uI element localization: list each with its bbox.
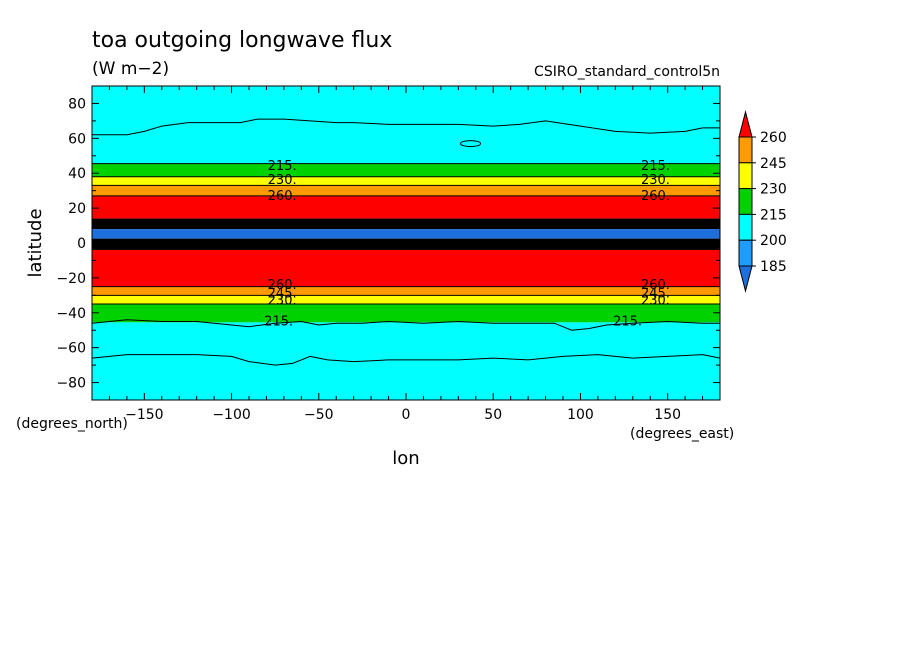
colorbar-segment-4 — [738, 239, 753, 267]
band-10 — [92, 295, 720, 305]
band-12 — [92, 322, 720, 400]
contour-label-9: 215. — [264, 315, 293, 330]
x-units-label: (degrees_east) — [630, 426, 734, 442]
band-4 — [92, 195, 720, 219]
dataset-label: CSIRO_standard_control5n — [534, 64, 720, 80]
contour-labels: 215.230.260.215.230.260.260.245.230.215.… — [264, 159, 670, 329]
x-tick-label: 50 — [484, 407, 502, 423]
y-axis-label: latitude — [25, 208, 46, 277]
contour-label-2: 260. — [268, 189, 297, 204]
x-tick-label: −50 — [304, 407, 334, 423]
y-tick-label: −80 — [56, 376, 86, 392]
band-2 — [92, 176, 720, 186]
contour-label-1: 230. — [268, 173, 297, 188]
y-tick-label: 60 — [68, 131, 86, 147]
band-7 — [92, 238, 720, 250]
y-tick-label: 80 — [68, 96, 86, 112]
band-9 — [92, 286, 720, 296]
chart-title: toa outgoing longwave flux — [92, 28, 392, 53]
contour-200-south — [91, 354, 721, 366]
colorbar-label: 260 — [760, 130, 787, 146]
contour-label-10: 260. — [641, 278, 670, 293]
band-8 — [92, 249, 720, 287]
y-units-label: (degrees_north) — [16, 416, 128, 432]
band-1 — [92, 163, 720, 177]
colorbar-label: 230 — [760, 182, 787, 198]
contour-215-south — [91, 319, 720, 331]
contour-label-0: 215. — [268, 159, 297, 174]
band-3 — [92, 185, 720, 196]
y-tick-label: 40 — [68, 166, 86, 182]
y-tick-label: −40 — [56, 306, 86, 322]
colorbar-label: 245 — [760, 156, 787, 172]
units-label: (W m−2) — [92, 59, 169, 79]
colorbar-extend-bottom — [738, 265, 753, 293]
contour-lines — [91, 118, 721, 366]
contour-label-3: 215. — [641, 159, 670, 174]
contour-200-north — [92, 118, 720, 136]
x-tick-label: 150 — [654, 407, 681, 423]
plot-area — [92, 86, 720, 400]
colorbar-label: 200 — [760, 233, 787, 249]
contour-label-6: 260. — [268, 278, 297, 293]
x-ticks: −150 −100 −50 0 50 100 150 — [91, 86, 721, 423]
colorbar-segment-2 — [738, 188, 753, 215]
band-6 — [92, 229, 720, 239]
x-tick-label: −100 — [212, 407, 250, 423]
colorbar-segment-3 — [738, 213, 753, 241]
y-tick-label: 20 — [68, 201, 86, 217]
contour-label-5: 260. — [641, 189, 670, 204]
colorbar-segment-1 — [738, 162, 753, 190]
colorbar-segment-0 — [738, 136, 753, 164]
y-ticks: 80 60 40 20 0 −20 −40 −60 −80 — [56, 85, 720, 401]
x-axis-label: lon — [392, 448, 419, 469]
colorbar-label: 185 — [760, 259, 787, 275]
band-11 — [92, 304, 720, 323]
x-tick-label: 0 — [402, 407, 411, 423]
contour-label-8: 230. — [268, 294, 297, 309]
band-5 — [92, 218, 720, 230]
y-tick-label: −20 — [56, 271, 86, 287]
colorbar: 260 245 230 215 200 185 — [738, 110, 787, 293]
colorbar-label: 215 — [760, 207, 787, 223]
contour-label-7: 245. — [268, 287, 297, 302]
y-tick-label: −60 — [56, 341, 86, 357]
x-tick-label: 100 — [567, 407, 594, 423]
contour-label-13: 215. — [613, 315, 642, 330]
x-tick-label: −150 — [125, 407, 163, 423]
contour-closed-small — [460, 140, 482, 148]
contour-label-12: 230. — [641, 294, 670, 309]
contour-label-11: 245. — [641, 287, 670, 302]
y-tick-label: 0 — [77, 236, 86, 252]
contour-label-4: 230. — [641, 173, 670, 188]
